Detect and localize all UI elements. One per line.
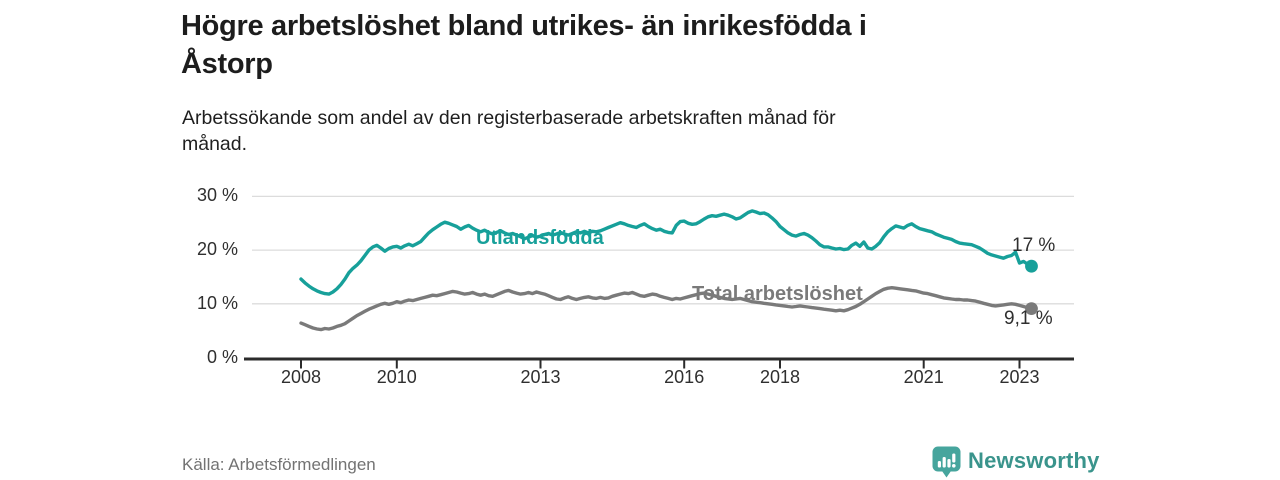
- x-axis-tick-label: 2016: [664, 367, 705, 387]
- end-value-label-total: 9,1 %: [1004, 308, 1053, 329]
- y-axis-tick-label: 10 %: [196, 292, 238, 313]
- newsworthy-wordmark: Newsworthy: [968, 448, 1100, 473]
- series-end-dot: [1025, 302, 1038, 316]
- page-title-line1: Högre arbetslöshet bland utrikes- än inr…: [181, 10, 867, 42]
- x-axis-tick-label: 2008: [280, 367, 322, 387]
- series-label-total-arbetsloshet: Total arbetslöshet: [692, 283, 863, 305]
- x-axis-tick-label: 2010: [376, 367, 417, 387]
- y-axis-tick-label: 30 %: [196, 185, 238, 206]
- x-axis-tick-label: 2013: [520, 367, 561, 387]
- series-label-utlandsfodda: Utlandsfödda: [476, 227, 604, 249]
- page-title: Högre arbetslöshet bland utrikes- än inr…: [181, 7, 1121, 83]
- chart-subtitle-line1: Arbetssökande som andel av den registerb…: [182, 107, 836, 129]
- chart-subtitle-line2: månad.: [182, 133, 248, 155]
- series-line: [299, 286, 1034, 332]
- x-axis-tick-label: 2021: [903, 367, 944, 387]
- y-axis-tick-label: 0 %: [206, 346, 238, 367]
- page-title-line2: Åstorp: [181, 48, 273, 80]
- x-axis-tick-label: 2018: [759, 367, 801, 387]
- chart-subtitle: Arbetssökande som andel av den registerb…: [182, 105, 942, 157]
- end-value-label-utlandsfodda: 17 %: [1012, 235, 1056, 256]
- series-end-dot: [1025, 259, 1038, 273]
- x-axis-tick-label: 2023: [999, 367, 1040, 387]
- source-note: Källa: Arbetsförmedlingen: [182, 455, 376, 474]
- newsworthy-logo-icon: [932, 446, 961, 478]
- y-axis-tick-label: 20 %: [196, 239, 238, 260]
- series-line: [299, 209, 1034, 296]
